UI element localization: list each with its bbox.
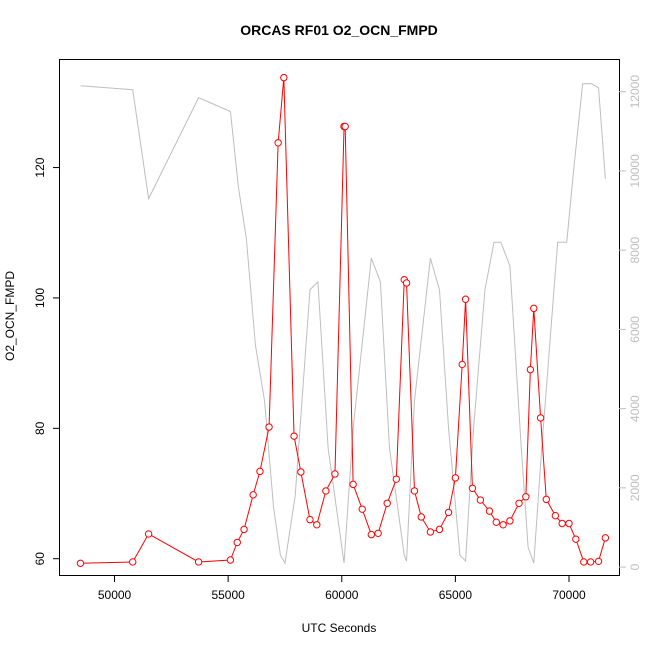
y-axis-label: O2_OCN_FMPD	[3, 271, 17, 361]
data-point	[515, 499, 523, 507]
data-point	[374, 529, 382, 537]
y-tick-label: 100	[33, 288, 47, 308]
data-point	[249, 491, 257, 499]
x-tick-label: 55000	[211, 588, 245, 602]
data-point	[530, 304, 538, 313]
data-point	[601, 534, 610, 542]
y-right-tick-label: 12000	[628, 75, 642, 109]
data-point	[367, 530, 376, 539]
data-point	[280, 73, 288, 82]
data-point	[290, 432, 298, 440]
data-point	[451, 474, 460, 482]
y-right-tick-label: 8000	[628, 236, 642, 263]
right-axis: 0 2000 4000 6000 8000 10000 12000	[619, 75, 642, 570]
y-tick-label: 120	[33, 157, 47, 177]
x-axis-label: UTC Seconds	[302, 621, 377, 635]
data-point	[144, 530, 153, 538]
y-right-tick-label: 4000	[628, 395, 642, 422]
data-point	[580, 558, 588, 566]
data-point	[506, 517, 514, 525]
data-point	[594, 557, 603, 566]
y-tick-label: 80	[33, 421, 47, 435]
primary-series	[76, 73, 610, 567]
data-point	[476, 496, 485, 504]
data-point	[435, 525, 444, 534]
data-point	[485, 507, 494, 515]
data-point	[461, 295, 470, 303]
data-point	[349, 480, 357, 489]
data-point	[542, 495, 550, 504]
y-right-tick-label: 6000	[628, 316, 642, 343]
data-point	[383, 499, 391, 507]
data-point	[233, 538, 241, 547]
data-point	[522, 493, 530, 501]
data-point	[444, 508, 453, 517]
data-point	[392, 475, 401, 483]
y-right-tick-label: 2000	[628, 474, 642, 501]
data-point	[274, 139, 282, 147]
x-axis: 50000 55000 60000 65000 70000	[98, 575, 586, 602]
x-tick-label: 60000	[325, 588, 359, 602]
data-point	[331, 470, 339, 478]
secondary-series	[80, 83, 606, 565]
data-point	[536, 414, 545, 422]
data-point	[410, 487, 419, 495]
data-point	[194, 558, 203, 566]
y-tick-label: 60	[33, 552, 47, 566]
data-point	[313, 521, 321, 529]
data-point	[402, 279, 411, 287]
data-point	[226, 556, 235, 564]
data-point	[468, 484, 477, 492]
data-point	[358, 505, 366, 513]
data-point	[265, 423, 273, 431]
x-tick-label: 70000	[552, 588, 586, 602]
data-point	[240, 525, 248, 534]
data-point	[76, 559, 85, 567]
data-point	[426, 528, 435, 536]
data-point	[256, 467, 264, 476]
data-point	[297, 468, 305, 476]
data-point	[586, 558, 595, 566]
data-point	[572, 535, 580, 543]
x-tick-label: 50000	[98, 588, 132, 602]
data-point	[129, 558, 137, 566]
secondary-series-line	[80, 83, 606, 565]
y-right-tick-label: 0	[628, 563, 642, 570]
data-point	[526, 365, 535, 374]
plot-frame	[59, 59, 620, 576]
data-point	[499, 521, 507, 529]
primary-series-line	[80, 77, 606, 564]
data-point	[341, 122, 349, 131]
data-point	[458, 360, 466, 369]
chart-title: ORCAS RF01 O2_OCN_FMPD	[240, 22, 438, 38]
data-point	[565, 519, 573, 528]
data-point	[322, 487, 330, 495]
data-point	[306, 515, 314, 524]
data-point	[492, 518, 500, 526]
x-tick-label: 65000	[439, 588, 473, 602]
data-point	[417, 513, 426, 521]
data-point	[551, 511, 560, 520]
left-axis: 60 80 100 120	[33, 157, 60, 565]
data-point	[558, 519, 566, 528]
y-right-tick-label: 10000	[628, 154, 642, 188]
